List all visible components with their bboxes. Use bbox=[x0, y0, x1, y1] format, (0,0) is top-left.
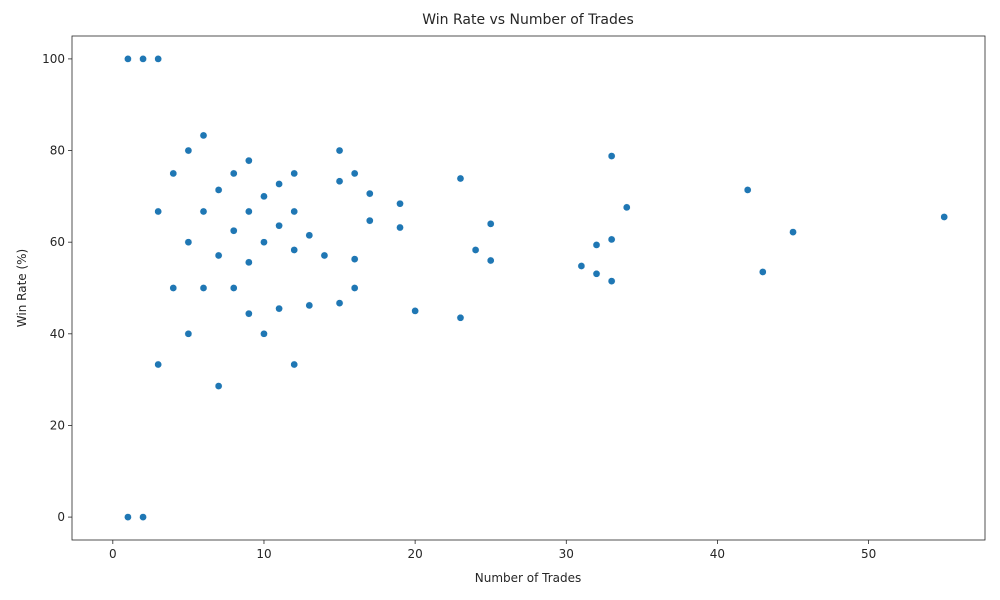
scatter-point bbox=[335, 299, 344, 307]
scatter-point bbox=[335, 177, 344, 186]
scatter-point bbox=[229, 284, 238, 292]
x-tick-label: 20 bbox=[407, 547, 422, 561]
scatter-point bbox=[245, 207, 253, 216]
x-tick-label: 50 bbox=[861, 547, 876, 561]
scatter-point bbox=[350, 169, 359, 178]
scatter-point bbox=[275, 304, 283, 313]
scatter-point bbox=[154, 55, 163, 63]
scatter-point bbox=[184, 238, 193, 247]
y-tick-label: 80 bbox=[50, 144, 65, 158]
scatter-point bbox=[260, 192, 268, 201]
scatter-point bbox=[592, 269, 601, 278]
axes-frame bbox=[71, 35, 986, 541]
scatter-point bbox=[471, 246, 480, 254]
scatter-point bbox=[290, 207, 299, 216]
chart-title: Win Rate vs Number of Trades bbox=[422, 12, 634, 28]
scatter-point bbox=[290, 169, 299, 178]
scatter-point bbox=[607, 277, 616, 285]
scatter-point bbox=[199, 207, 208, 216]
scatter-point bbox=[486, 220, 495, 228]
scatter-point bbox=[229, 169, 238, 178]
x-axis-ticks: 0 10 20 30 40 50 bbox=[109, 540, 876, 561]
scatter-point bbox=[275, 180, 283, 188]
scatter-point bbox=[275, 221, 283, 230]
scatter-point bbox=[214, 251, 223, 260]
scatter-point bbox=[184, 329, 193, 338]
scatter-point bbox=[607, 152, 616, 160]
scatter-point bbox=[154, 360, 163, 369]
scatter-point bbox=[456, 174, 465, 183]
scatter-point bbox=[305, 231, 314, 240]
scatter-point bbox=[411, 307, 419, 315]
y-axis-ticks: 0 20 40 60 80 100 bbox=[42, 52, 72, 524]
x-tick-label: 10 bbox=[256, 547, 271, 561]
y-tick-label: 100 bbox=[42, 52, 65, 66]
scatter-point bbox=[245, 309, 253, 318]
plot-area bbox=[71, 35, 986, 541]
data-points bbox=[124, 55, 949, 521]
scatter-point bbox=[139, 55, 147, 63]
scatter-point bbox=[365, 189, 374, 198]
scatter-point bbox=[199, 131, 208, 140]
scatter-point bbox=[607, 235, 616, 244]
scatter-point bbox=[214, 382, 223, 390]
scatter-point bbox=[124, 55, 132, 63]
scatter-point bbox=[184, 146, 193, 155]
scatter-point bbox=[290, 246, 299, 254]
scatter-point bbox=[124, 513, 132, 521]
scatter-point bbox=[396, 199, 404, 208]
scatter-point bbox=[743, 186, 752, 194]
scatter-point bbox=[350, 255, 359, 263]
x-axis-label: Number of Trades bbox=[475, 571, 582, 585]
scatter-point bbox=[335, 146, 344, 155]
y-axis-label: Win Rate (%) bbox=[15, 249, 29, 327]
scatter-point bbox=[396, 223, 404, 232]
scatter-point bbox=[365, 216, 374, 225]
x-tick-label: 0 bbox=[109, 547, 117, 561]
scatter-point bbox=[154, 207, 163, 216]
y-tick-label: 40 bbox=[50, 327, 65, 341]
scatter-point bbox=[139, 513, 147, 521]
scatter-point bbox=[758, 268, 767, 276]
x-tick-label: 40 bbox=[710, 547, 725, 561]
scatter-point bbox=[940, 213, 949, 221]
scatter-point bbox=[199, 284, 208, 292]
scatter-point bbox=[214, 186, 223, 194]
scatter-point bbox=[305, 301, 314, 310]
scatter-point bbox=[229, 226, 238, 235]
x-tick-label: 30 bbox=[559, 547, 574, 561]
scatter-point bbox=[486, 256, 495, 265]
scatter-point bbox=[350, 284, 359, 292]
scatter-point bbox=[260, 329, 268, 338]
scatter-point bbox=[290, 360, 299, 369]
y-tick-label: 20 bbox=[50, 418, 65, 432]
scatter-point bbox=[320, 251, 329, 260]
scatter-point bbox=[169, 284, 178, 292]
y-tick-label: 60 bbox=[50, 235, 65, 249]
scatter-point bbox=[622, 203, 631, 212]
scatter-point bbox=[456, 313, 465, 322]
scatter-point bbox=[260, 238, 268, 247]
scatter-point bbox=[245, 156, 253, 165]
y-tick-label: 0 bbox=[57, 510, 65, 524]
scatter-point bbox=[592, 241, 601, 249]
scatter-point bbox=[169, 169, 178, 178]
scatter-point bbox=[245, 258, 253, 267]
scatter-point bbox=[789, 228, 797, 236]
scatter-point bbox=[577, 262, 586, 270]
